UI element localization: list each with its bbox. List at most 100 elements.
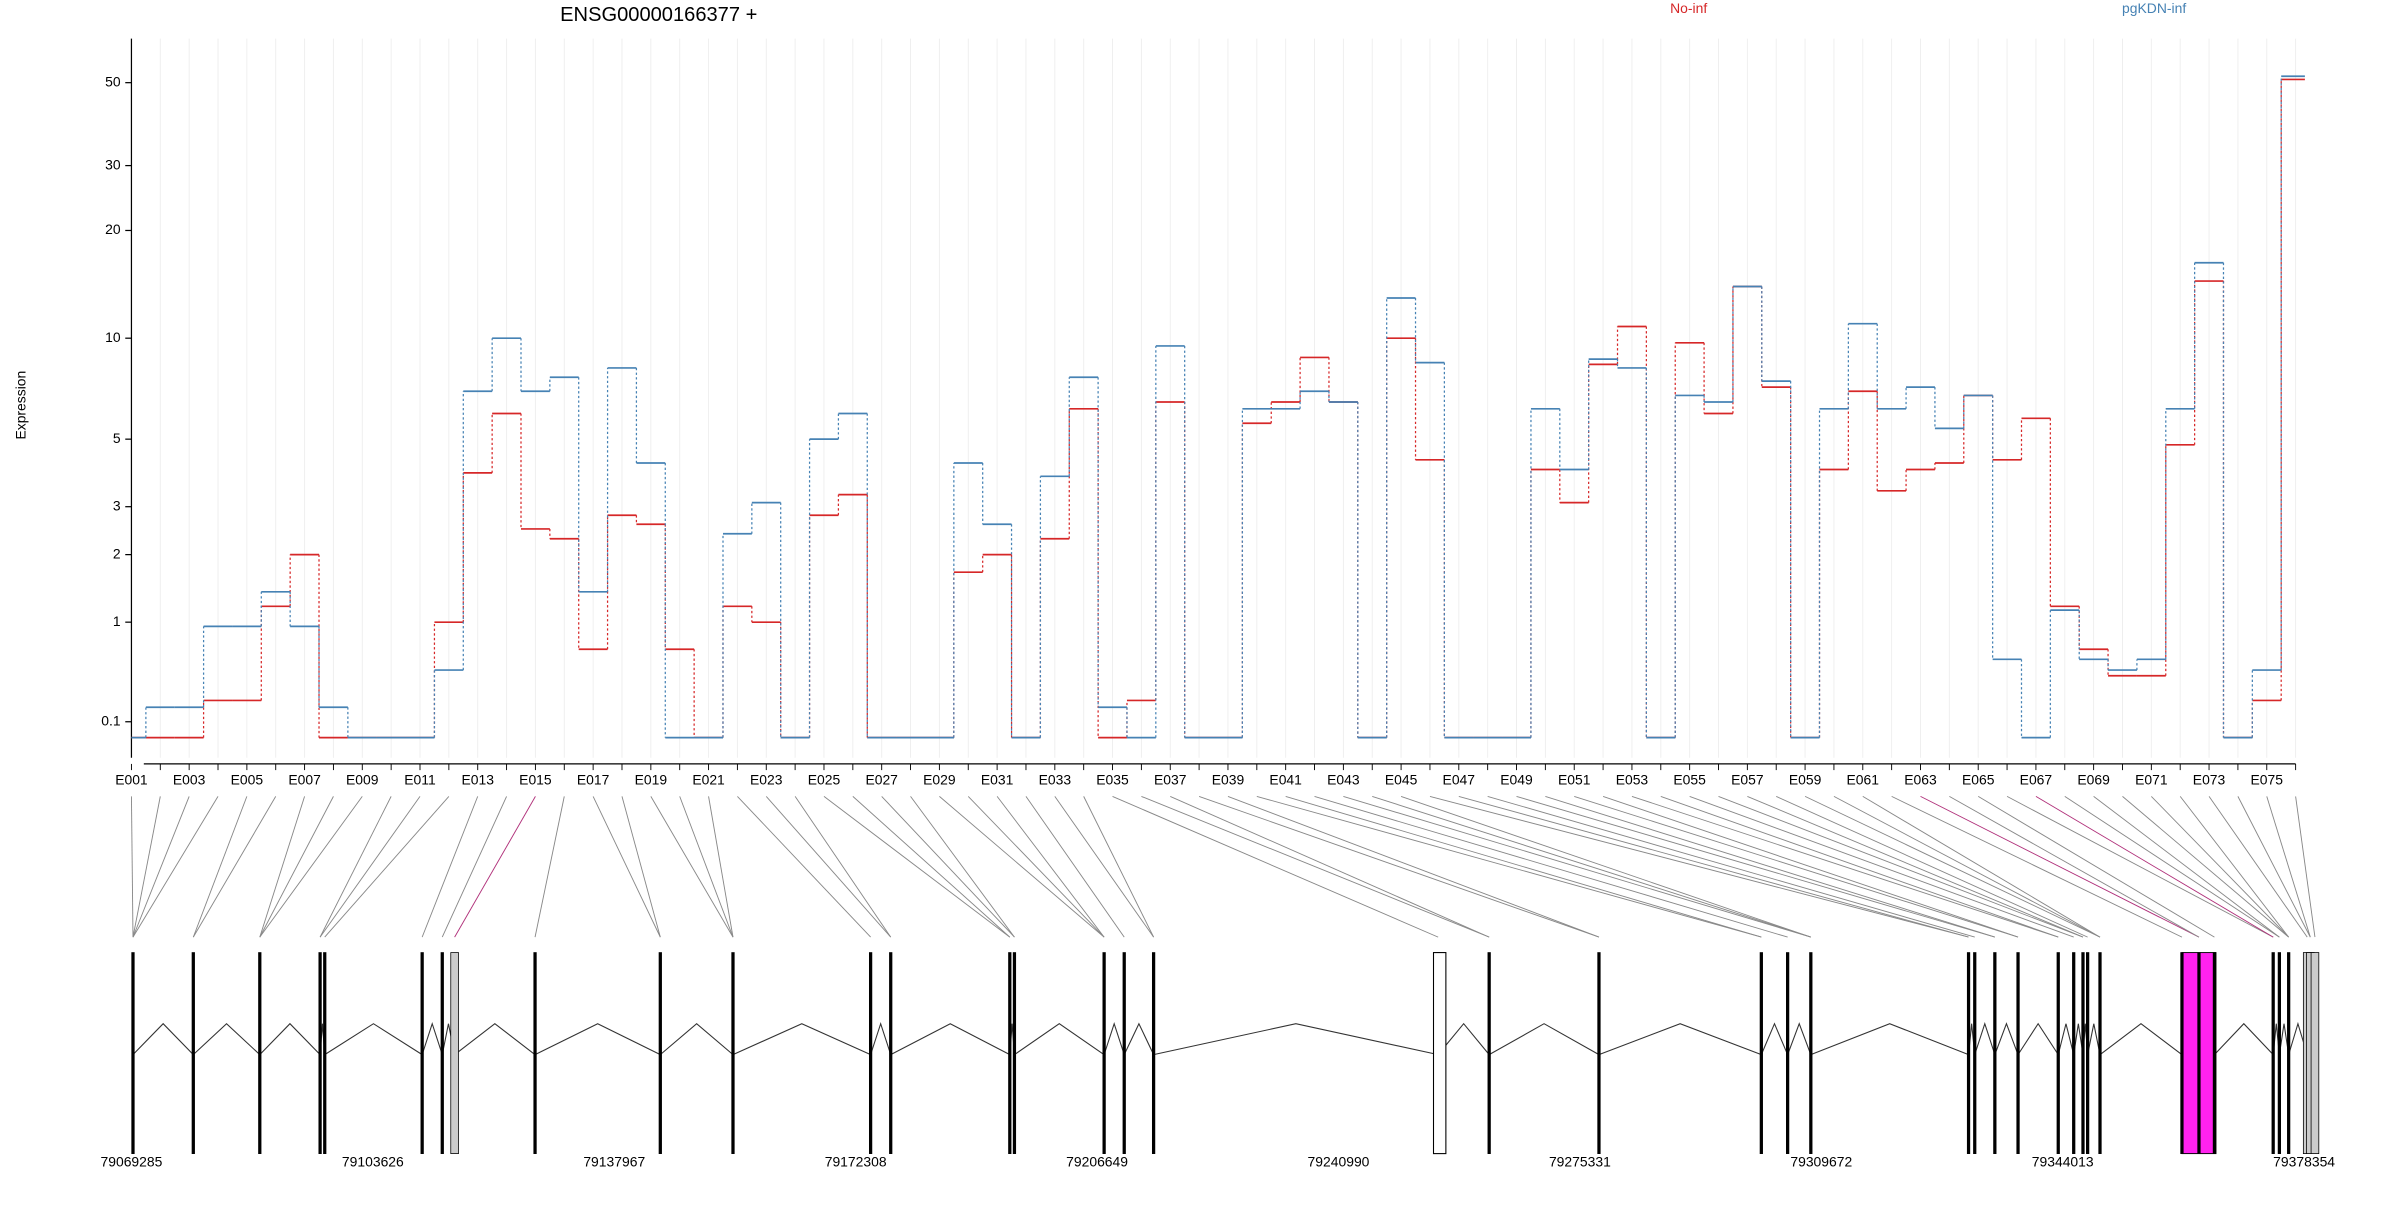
intron xyxy=(2088,1024,2100,1055)
x-tick-label: E015 xyxy=(519,772,552,788)
exon-link xyxy=(1517,796,1995,937)
exon-link xyxy=(455,796,536,937)
x-tick-label: E051 xyxy=(1558,772,1591,788)
exon-link xyxy=(911,796,1015,937)
intron xyxy=(1788,1024,1811,1055)
exon xyxy=(132,953,134,1154)
exon xyxy=(2272,953,2274,1154)
exon-link xyxy=(1286,796,1762,937)
exon-link xyxy=(260,796,362,937)
chart-title: ENSG00000166377 + xyxy=(560,4,757,26)
x-tick-label: E019 xyxy=(635,772,668,788)
y-tick-label: 2 xyxy=(113,545,121,561)
exon-link xyxy=(1170,796,1489,937)
exon-link xyxy=(968,796,1104,937)
exon xyxy=(2099,953,2101,1154)
y-tick-label: 5 xyxy=(113,430,121,446)
x-tick-label: E029 xyxy=(923,772,956,788)
intron xyxy=(133,1024,193,1055)
exon xyxy=(441,953,443,1154)
genomic-tick-label: 79309672 xyxy=(1790,1154,1852,1170)
exon xyxy=(1152,953,1154,1154)
exon xyxy=(889,953,891,1154)
exon xyxy=(1488,953,1490,1154)
exon xyxy=(2181,953,2183,1154)
exon-link xyxy=(2267,796,2311,937)
x-tick-label: E035 xyxy=(1096,772,1129,788)
genomic-tick-label: 79275331 xyxy=(1549,1154,1611,1170)
exon-link xyxy=(680,796,733,937)
exon-link xyxy=(193,796,247,937)
exon xyxy=(732,953,734,1154)
exon xyxy=(2057,953,2059,1154)
y-tick-label: 10 xyxy=(105,329,121,345)
exon xyxy=(1434,953,1446,1154)
intron xyxy=(2214,1024,2273,1055)
intron xyxy=(2100,1024,2182,1055)
genomic-tick-label: 79378354 xyxy=(2273,1154,2335,1170)
exon xyxy=(1967,953,1969,1154)
exon-link xyxy=(2209,796,2307,937)
x-tick-label: E063 xyxy=(1904,772,1937,788)
intron xyxy=(1014,1024,1104,1055)
intron xyxy=(1104,1024,1124,1055)
exon-link xyxy=(2007,796,2273,937)
x-tick-label: E001 xyxy=(115,772,148,788)
x-tick-label: E009 xyxy=(346,772,379,788)
x-tick-label: E057 xyxy=(1731,772,1764,788)
x-tick-label: E033 xyxy=(1039,772,1072,788)
y-tick-label: 1 xyxy=(113,613,121,629)
exon-link xyxy=(2036,796,2273,937)
genomic-tick-label: 79069285 xyxy=(101,1154,163,1170)
exon-link xyxy=(939,796,1104,937)
exon-link xyxy=(260,796,334,937)
x-tick-label: E067 xyxy=(2020,772,2053,788)
exon-link xyxy=(1949,796,2199,937)
exon xyxy=(1013,953,1015,1154)
x-tick-label: E011 xyxy=(404,772,436,788)
exon-link xyxy=(824,796,1010,937)
x-tick-label: E023 xyxy=(750,772,783,788)
intron xyxy=(1811,1024,1969,1055)
exon-link xyxy=(2296,796,2315,937)
genomic-tick-label: 79103626 xyxy=(342,1154,404,1170)
exon xyxy=(659,953,661,1154)
exon-link xyxy=(2122,796,2288,937)
exon xyxy=(1103,953,1105,1154)
exon-link xyxy=(260,796,305,937)
exon xyxy=(2086,953,2088,1154)
exon xyxy=(319,953,321,1154)
exon xyxy=(2017,953,2019,1154)
exon-link xyxy=(766,796,890,937)
genomic-tick-label: 79240990 xyxy=(1308,1154,1370,1170)
y-tick-label: 3 xyxy=(113,497,121,513)
exon-link xyxy=(131,796,133,937)
exon-link xyxy=(442,796,506,937)
y-tick-label: 50 xyxy=(105,73,121,89)
exon xyxy=(2311,953,2319,1154)
x-tick-label: E021 xyxy=(692,772,725,788)
x-tick-label: E053 xyxy=(1616,772,1649,788)
y-tick-label: 30 xyxy=(105,156,121,172)
exon-link xyxy=(593,796,660,937)
x-tick-label: E045 xyxy=(1385,772,1418,788)
exon xyxy=(259,953,261,1154)
exon xyxy=(1786,953,1788,1154)
intron xyxy=(660,1024,733,1055)
x-tick-label: E003 xyxy=(173,772,206,788)
exon xyxy=(869,953,871,1154)
intron xyxy=(1599,1024,1761,1055)
exon-link xyxy=(882,796,1015,937)
intron xyxy=(1761,1024,1787,1055)
y-axis-label: Expression xyxy=(12,371,28,440)
intron xyxy=(1975,1024,1995,1055)
exon-link xyxy=(1459,796,1969,937)
exon-link xyxy=(1603,796,2018,937)
x-tick-label: E025 xyxy=(808,772,841,788)
exon xyxy=(1598,953,1600,1154)
y-tick-label: 20 xyxy=(105,221,121,237)
exon-link xyxy=(133,796,189,937)
genomic-tick-label: 79206649 xyxy=(1066,1154,1128,1170)
exon-link xyxy=(1892,796,2182,937)
